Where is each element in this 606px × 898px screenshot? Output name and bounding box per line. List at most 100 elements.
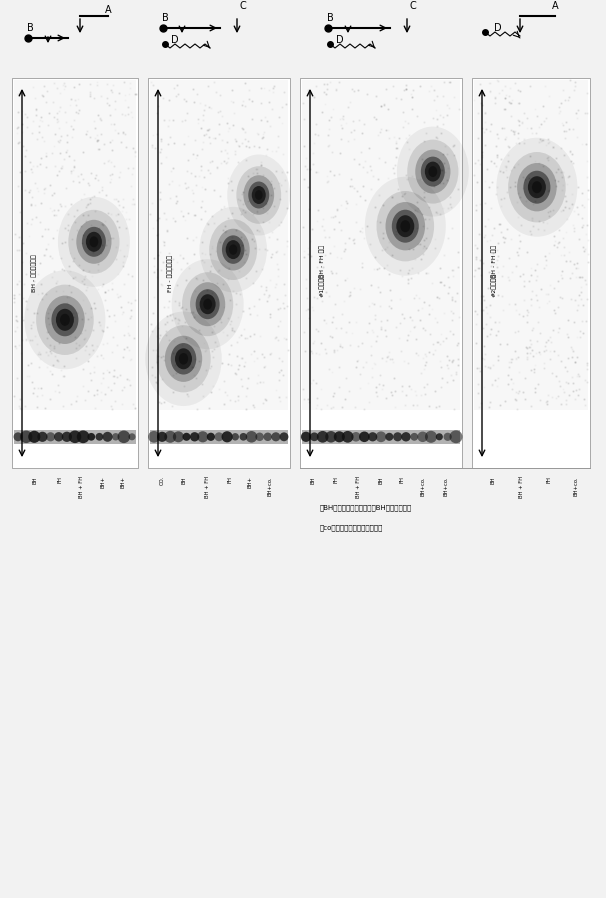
- Ellipse shape: [334, 431, 345, 443]
- Ellipse shape: [425, 431, 437, 443]
- Text: D: D: [171, 35, 179, 45]
- Ellipse shape: [196, 289, 219, 319]
- Bar: [472, 78, 590, 468]
- Text: FH: FH: [399, 476, 405, 483]
- Ellipse shape: [231, 433, 239, 441]
- Ellipse shape: [342, 431, 353, 443]
- Ellipse shape: [148, 431, 160, 443]
- Ellipse shape: [248, 181, 269, 208]
- Ellipse shape: [207, 433, 215, 441]
- Ellipse shape: [317, 431, 328, 443]
- Ellipse shape: [244, 175, 274, 215]
- Bar: [12, 78, 138, 468]
- Ellipse shape: [36, 285, 94, 355]
- Text: B: B: [27, 23, 33, 33]
- Ellipse shape: [407, 139, 459, 204]
- Ellipse shape: [171, 260, 244, 349]
- Ellipse shape: [225, 240, 241, 260]
- Ellipse shape: [82, 227, 106, 257]
- Text: BH+co.: BH+co.: [421, 476, 425, 496]
- Text: BH - FH 交差: BH - FH 交差: [491, 244, 497, 277]
- Ellipse shape: [56, 309, 74, 330]
- Ellipse shape: [376, 431, 387, 442]
- Ellipse shape: [77, 430, 90, 444]
- Ellipse shape: [197, 431, 208, 443]
- Text: #1に特異的: #1に特異的: [319, 273, 325, 297]
- Ellipse shape: [28, 431, 41, 443]
- Text: C: C: [239, 1, 247, 11]
- Bar: [150, 430, 288, 444]
- Text: BH+: BH+: [248, 476, 253, 488]
- Ellipse shape: [118, 430, 130, 443]
- Ellipse shape: [45, 295, 85, 344]
- Ellipse shape: [20, 430, 33, 443]
- Ellipse shape: [227, 154, 290, 235]
- Ellipse shape: [229, 244, 238, 255]
- Ellipse shape: [24, 270, 105, 369]
- Text: B: B: [327, 13, 333, 23]
- Ellipse shape: [190, 282, 225, 326]
- Ellipse shape: [62, 432, 72, 442]
- Ellipse shape: [52, 304, 78, 336]
- Text: A: A: [551, 1, 558, 11]
- Ellipse shape: [182, 272, 233, 336]
- Text: D: D: [336, 35, 344, 45]
- Ellipse shape: [58, 197, 130, 286]
- Ellipse shape: [255, 433, 264, 441]
- Ellipse shape: [401, 220, 410, 233]
- Ellipse shape: [165, 336, 202, 382]
- Bar: [474, 80, 588, 409]
- Ellipse shape: [410, 433, 418, 441]
- Text: A: A: [105, 5, 112, 15]
- Ellipse shape: [421, 156, 445, 187]
- Ellipse shape: [175, 348, 192, 369]
- Ellipse shape: [444, 433, 452, 441]
- Bar: [302, 430, 460, 444]
- Ellipse shape: [96, 433, 104, 441]
- Ellipse shape: [436, 433, 443, 440]
- Ellipse shape: [157, 432, 167, 442]
- Ellipse shape: [128, 433, 136, 440]
- Text: FH: FH: [333, 476, 338, 483]
- Text: FH: FH: [546, 476, 551, 483]
- Ellipse shape: [528, 176, 546, 198]
- Text: BH+: BH+: [100, 476, 105, 488]
- Text: D: D: [494, 23, 502, 33]
- Text: 「BH」＝腾瘍添加無しの、BH培養サンプル: 「BH」＝腾瘍添加無しの、BH培養サンプル: [320, 505, 412, 511]
- Text: BH + FH: BH + FH: [79, 476, 84, 498]
- Text: BH: BH: [379, 476, 384, 483]
- Ellipse shape: [222, 235, 244, 264]
- Text: BH+co.: BH+co.: [268, 476, 273, 496]
- Text: C: C: [410, 1, 416, 11]
- Bar: [148, 78, 290, 468]
- Text: FH: FH: [58, 476, 62, 483]
- Ellipse shape: [38, 432, 47, 442]
- Text: 「co」＝特異テンプレート無し: 「co」＝特異テンプレート無し: [320, 524, 384, 532]
- Ellipse shape: [164, 431, 176, 443]
- Text: BH + FH: BH + FH: [519, 476, 524, 498]
- Text: BH - 直接に特異的: BH - 直接に特異的: [31, 254, 37, 292]
- Ellipse shape: [385, 202, 425, 251]
- Ellipse shape: [179, 353, 188, 365]
- Ellipse shape: [508, 152, 565, 223]
- Ellipse shape: [87, 433, 95, 441]
- Ellipse shape: [532, 181, 542, 193]
- Ellipse shape: [418, 432, 428, 442]
- Ellipse shape: [359, 432, 370, 442]
- Ellipse shape: [203, 299, 212, 310]
- Text: BH + FH: BH + FH: [356, 476, 361, 498]
- Ellipse shape: [496, 137, 578, 237]
- Ellipse shape: [271, 432, 281, 441]
- Ellipse shape: [401, 432, 411, 442]
- Ellipse shape: [222, 431, 233, 443]
- Ellipse shape: [173, 431, 184, 443]
- Ellipse shape: [368, 432, 378, 442]
- Ellipse shape: [415, 150, 450, 194]
- Ellipse shape: [209, 219, 257, 280]
- Ellipse shape: [255, 190, 262, 200]
- Text: BH: BH: [491, 476, 496, 483]
- Bar: [300, 78, 462, 468]
- Ellipse shape: [517, 163, 557, 211]
- Ellipse shape: [385, 433, 393, 441]
- Ellipse shape: [428, 166, 438, 177]
